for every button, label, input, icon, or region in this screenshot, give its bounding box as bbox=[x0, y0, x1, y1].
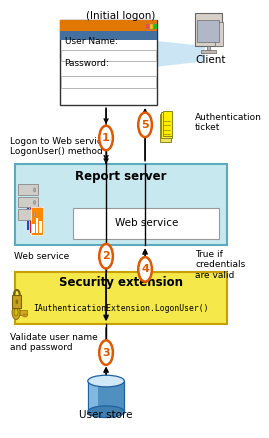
Text: Web service: Web service bbox=[115, 219, 178, 228]
Text: Report server: Report server bbox=[75, 170, 167, 183]
Bar bbox=[26, 203, 39, 230]
Bar bbox=[60, 20, 157, 31]
Text: User Name:: User Name: bbox=[65, 37, 118, 46]
Circle shape bbox=[33, 188, 36, 192]
Bar bbox=[39, 221, 41, 233]
Text: Client: Client bbox=[196, 55, 226, 65]
Bar bbox=[18, 184, 38, 195]
Bar bbox=[161, 112, 172, 138]
Circle shape bbox=[99, 340, 113, 365]
Polygon shape bbox=[29, 206, 42, 233]
Text: 5: 5 bbox=[141, 120, 149, 130]
Text: 1: 1 bbox=[102, 133, 110, 143]
Polygon shape bbox=[157, 41, 205, 67]
Bar bbox=[201, 50, 216, 53]
Text: Security extension: Security extension bbox=[59, 276, 183, 289]
Bar bbox=[61, 50, 156, 61]
Bar bbox=[12, 295, 21, 308]
Text: (Initial logon): (Initial logon) bbox=[86, 11, 155, 21]
Bar bbox=[36, 218, 38, 233]
Text: Authentication
ticket: Authentication ticket bbox=[195, 113, 262, 132]
Ellipse shape bbox=[88, 406, 124, 417]
Circle shape bbox=[33, 201, 36, 205]
Circle shape bbox=[12, 305, 20, 320]
Circle shape bbox=[33, 213, 36, 217]
Circle shape bbox=[16, 300, 18, 304]
Circle shape bbox=[138, 257, 152, 282]
Text: 2: 2 bbox=[102, 251, 110, 261]
Bar bbox=[23, 314, 24, 317]
FancyBboxPatch shape bbox=[60, 20, 157, 105]
Text: 4: 4 bbox=[141, 265, 149, 274]
Bar bbox=[89, 381, 98, 412]
Bar bbox=[146, 24, 149, 29]
Text: Logon to Web service
LogonUser() method: Logon to Web service LogonUser() method bbox=[10, 137, 107, 156]
Bar bbox=[25, 314, 27, 317]
Bar bbox=[160, 114, 171, 142]
Text: IAuthenticationExtension.LogonUser(): IAuthenticationExtension.LogonUser() bbox=[33, 304, 208, 313]
Bar bbox=[197, 20, 220, 42]
Bar bbox=[154, 24, 157, 29]
Text: Validate user name
and password: Validate user name and password bbox=[10, 333, 97, 352]
Bar bbox=[32, 224, 35, 233]
Bar bbox=[163, 111, 172, 136]
Text: 3: 3 bbox=[102, 348, 110, 357]
Bar bbox=[195, 13, 222, 46]
Bar bbox=[61, 76, 156, 88]
Circle shape bbox=[138, 113, 152, 137]
Circle shape bbox=[14, 309, 18, 316]
Text: True if
credentials
are valid: True if credentials are valid bbox=[195, 250, 245, 280]
Bar bbox=[207, 46, 210, 50]
Bar bbox=[215, 22, 223, 46]
Text: Web service: Web service bbox=[14, 252, 69, 261]
Bar bbox=[60, 31, 157, 40]
Bar bbox=[150, 24, 153, 29]
FancyBboxPatch shape bbox=[15, 272, 227, 324]
Bar bbox=[18, 209, 38, 220]
Ellipse shape bbox=[88, 375, 124, 387]
Circle shape bbox=[99, 244, 113, 268]
FancyBboxPatch shape bbox=[15, 164, 227, 245]
Bar bbox=[88, 381, 124, 412]
FancyBboxPatch shape bbox=[73, 208, 220, 239]
Text: User store: User store bbox=[79, 410, 133, 420]
Circle shape bbox=[99, 126, 113, 150]
Bar bbox=[31, 207, 43, 235]
Bar bbox=[17, 310, 27, 315]
Bar bbox=[18, 197, 38, 208]
Text: Password:: Password: bbox=[65, 59, 109, 68]
